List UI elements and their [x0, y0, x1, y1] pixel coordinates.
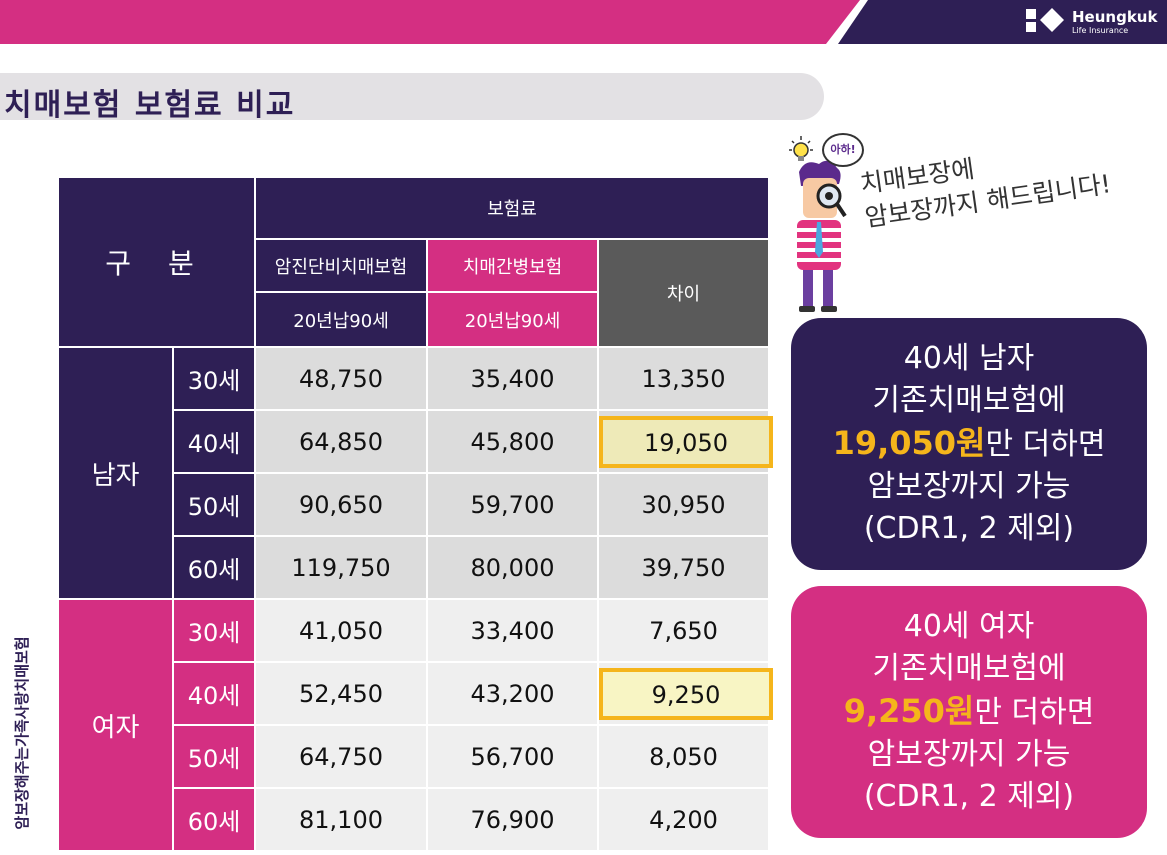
value-cell: 64,850 — [254, 409, 429, 474]
magnifier-icon — [816, 183, 847, 218]
exclaim-text: 아하! — [830, 143, 856, 156]
header-col1: 암진단비치매보험 — [254, 238, 429, 293]
table-row: 40세 64,850 45,800 19,050 — [58, 409, 774, 474]
value-cell: 45,800 — [426, 409, 600, 474]
age-cell: 40세 — [171, 409, 257, 474]
table-row: 남자 30세 48,750 35,400 13,350 — [57, 346, 771, 600]
callout-line-3-rest: 만 더하면 — [974, 695, 1095, 730]
diff-cell: 4,200 — [597, 787, 771, 852]
table-row: 50세 64,750 56,700 8,050 — [58, 724, 771, 789]
value-cell: 81,100 — [254, 787, 429, 852]
value-cell: 90,650 — [254, 472, 429, 537]
value-cell: 43,200 — [426, 661, 600, 726]
page-title: 치매보험 보험료 비교 — [4, 88, 296, 123]
lightbulb-icon — [789, 136, 813, 161]
callout-line-1: 40세 여자 — [903, 609, 1035, 644]
diff-cell: 30,950 — [597, 472, 771, 537]
brand-subtitle: Life Insurance — [1072, 25, 1129, 35]
diff-cell: 7,650 — [597, 598, 771, 663]
callout-line-4: 암보장까지 가능 — [867, 469, 1071, 504]
exclaim-bubble: 아하! — [822, 133, 864, 167]
value-cell: 41,050 — [254, 598, 429, 663]
callout-amount: 19,050원 — [832, 424, 986, 462]
value-cell: 33,400 — [426, 598, 600, 663]
side-vertical-text: 암보장해주는가족사랑치매보험 — [13, 636, 31, 830]
table-row: 50세 90,650 59,700 30,950 — [58, 472, 771, 537]
brand-logo: Heungkuk Life Insurance — [1024, 6, 1157, 38]
value-cell: 76,900 — [426, 787, 600, 852]
callout-line-3: 9,250원만 더하면 — [791, 690, 1147, 734]
age-cell: 40세 — [171, 661, 257, 726]
value-cell: 56,700 — [426, 724, 600, 789]
header-col1-sub: 20년납90세 — [254, 291, 429, 348]
age-cell: 60세 — [171, 535, 257, 600]
highlight-box: 19,050 — [599, 415, 774, 468]
header-diff: 차이 — [597, 238, 771, 348]
callout-line-4: 암보장까지 가능 — [867, 737, 1071, 772]
callout-line-2: 기존치매보험에 — [872, 651, 1066, 686]
age-cell: 30세 — [171, 598, 257, 663]
callout-line-5: (CDR1, 2 제외) — [863, 779, 1075, 814]
table-row: 40세 52,450 43,200 9,250 — [58, 661, 774, 726]
callout-male: 40세 남자 기존치매보험에 19,050원만 더하면 암보장까지 가능 (CD… — [791, 318, 1147, 570]
value-cell: 80,000 — [426, 535, 600, 600]
callout-line-3: 19,050원만 더하면 — [791, 422, 1147, 466]
age-cell: 30세 — [171, 346, 257, 411]
diff-cell-highlight: 19,050 — [597, 409, 774, 474]
callout-line-5: (CDR1, 2 제외) — [863, 511, 1075, 546]
value-cell: 119,750 — [254, 535, 429, 600]
gender-female: 여자 — [57, 598, 174, 852]
premium-comparison-table: 구 분 보험료 암진단비치매보험 치매간병보험 차이 20년납90세 20년납9… — [56, 176, 774, 852]
diff-cell: 8,050 — [597, 724, 771, 789]
brand-name: Heungkuk — [1072, 7, 1158, 26]
logo-mark-icon — [1024, 6, 1068, 38]
table-row: 60세 119,750 80,000 39,750 — [58, 535, 771, 600]
callout-line-2: 기존치매보험에 — [872, 383, 1066, 418]
top-banner — [0, 0, 1167, 44]
age-cell: 60세 — [171, 787, 257, 852]
value-cell: 59,700 — [426, 472, 600, 537]
gender-male: 남자 — [57, 346, 174, 600]
header-col2: 치매간병보험 — [426, 238, 600, 293]
callout-line-3-rest: 만 더하면 — [985, 427, 1106, 462]
table-row: 60세 81,100 76,900 4,200 — [58, 787, 771, 852]
callout-female: 40세 여자 기존치매보험에 9,250원만 더하면 암보장까지 가능 (CDR… — [791, 586, 1147, 838]
age-cell: 50세 — [171, 472, 257, 537]
header-col2-sub: 20년납90세 — [426, 291, 600, 348]
speech-text: 치매보장에 암보장까지 해드립니다! — [858, 133, 1113, 235]
diff-cell: 39,750 — [597, 535, 771, 600]
value-cell: 64,750 — [254, 724, 429, 789]
value-cell: 48,750 — [254, 346, 429, 411]
callout-amount: 9,250원 — [843, 692, 975, 730]
diff-cell-highlight: 9,250 — [597, 661, 774, 726]
highlight-box: 9,250 — [599, 667, 774, 720]
mascot-illustration — [785, 128, 865, 322]
table-row: 여자 30세 41,050 33,400 7,650 — [57, 598, 771, 852]
age-cell: 50세 — [171, 724, 257, 789]
header-gubun: 구 분 — [56, 176, 257, 348]
value-cell: 35,400 — [426, 346, 600, 411]
header-premium: 보험료 — [254, 176, 771, 240]
value-cell: 52,450 — [254, 661, 429, 726]
title-bar — [0, 73, 824, 120]
diff-cell: 13,350 — [597, 346, 771, 411]
callout-line-1: 40세 남자 — [903, 341, 1035, 376]
